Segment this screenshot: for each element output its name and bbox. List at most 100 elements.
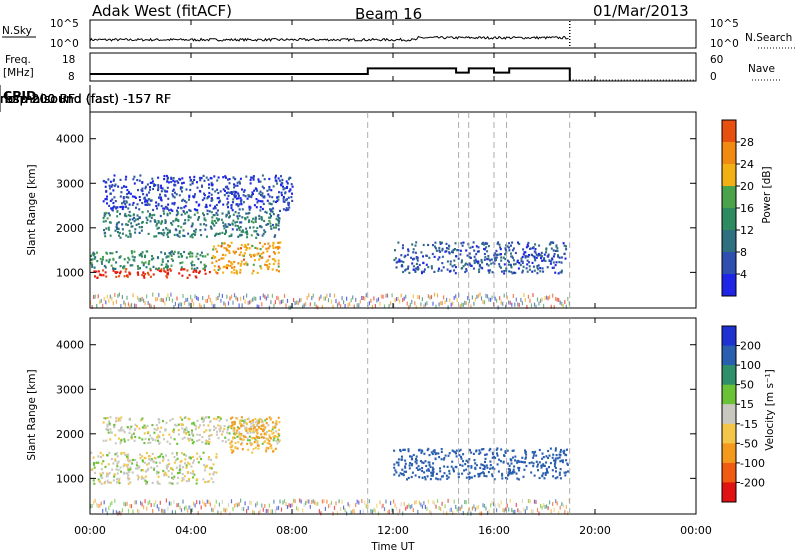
echo-cell bbox=[430, 265, 433, 268]
echo-cell bbox=[485, 464, 488, 467]
near-range-echo bbox=[358, 500, 360, 505]
echo-cell bbox=[167, 459, 170, 462]
near-range-echo bbox=[515, 503, 517, 507]
echo-cell bbox=[144, 437, 147, 441]
echo-cell bbox=[194, 231, 197, 234]
echo-cell bbox=[396, 260, 399, 263]
echo-cell bbox=[554, 457, 557, 460]
echo-cell bbox=[127, 478, 130, 481]
echo-cell bbox=[422, 461, 425, 464]
near-range-echo bbox=[340, 304, 342, 309]
echo-cell bbox=[182, 478, 185, 481]
echo-cell bbox=[526, 270, 529, 273]
echo-cell bbox=[149, 212, 151, 216]
echo-cell bbox=[545, 248, 548, 251]
echo-cell bbox=[397, 458, 400, 461]
echo-cell bbox=[183, 436, 186, 439]
echo-cell bbox=[159, 198, 162, 201]
echo-cell bbox=[210, 181, 213, 184]
echo-cell bbox=[451, 460, 454, 463]
echo-cell bbox=[110, 431, 112, 434]
xtick-label: 04:00 bbox=[175, 524, 207, 537]
echo-cell bbox=[233, 252, 236, 255]
echo-cell bbox=[182, 423, 184, 426]
echo-cell bbox=[284, 187, 286, 190]
echo-cell bbox=[118, 231, 121, 235]
echo-cell bbox=[260, 256, 263, 260]
near-range-echo bbox=[90, 300, 92, 305]
echo-cell bbox=[503, 263, 506, 266]
echo-cell bbox=[256, 442, 259, 445]
echo-cell bbox=[289, 188, 292, 191]
near-range-echo bbox=[468, 507, 470, 512]
echo-cell bbox=[165, 227, 168, 230]
near-range-echo bbox=[355, 503, 357, 507]
echo-cell bbox=[492, 466, 494, 469]
echo-cell bbox=[535, 256, 538, 259]
echo-cell bbox=[252, 217, 255, 220]
cpid-segment-label: normalsound (fast) -157 RF bbox=[0, 91, 171, 106]
echo-cell bbox=[400, 458, 403, 461]
echo-cell bbox=[547, 253, 550, 256]
echo-cell bbox=[136, 179, 139, 182]
echo-cell bbox=[145, 216, 148, 219]
echo-cell bbox=[108, 204, 111, 207]
echo-cell bbox=[181, 479, 184, 482]
colorbar-tick-label: 16 bbox=[740, 202, 754, 215]
echo-cell bbox=[450, 465, 453, 468]
near-range-echo bbox=[203, 304, 205, 309]
echo-cell bbox=[274, 426, 276, 429]
near-range-echo bbox=[179, 302, 181, 307]
echo-cell bbox=[233, 265, 236, 269]
echo-cell bbox=[441, 255, 444, 258]
colorbar-swatch bbox=[722, 142, 736, 165]
echo-cell bbox=[467, 460, 470, 463]
echo-cell bbox=[271, 268, 274, 271]
echo-cell bbox=[113, 424, 116, 427]
near-range-echo bbox=[318, 509, 320, 514]
echo-cell bbox=[165, 421, 168, 424]
near-range-echo bbox=[364, 296, 366, 301]
near-range-echo bbox=[258, 304, 260, 309]
echo-cell bbox=[253, 437, 256, 440]
echo-cell bbox=[276, 199, 279, 202]
echo-cell bbox=[496, 454, 499, 457]
echo-cell bbox=[237, 192, 240, 195]
near-range-echo bbox=[297, 507, 299, 512]
ytick-label: 2000 bbox=[56, 428, 84, 441]
near-range-echo bbox=[356, 499, 358, 504]
echo-cell bbox=[119, 272, 121, 275]
near-range-echo bbox=[556, 297, 558, 302]
echo-cell bbox=[257, 233, 260, 236]
echo-cell bbox=[217, 244, 220, 247]
echo-cell bbox=[232, 429, 235, 432]
echo-cell bbox=[236, 435, 239, 438]
echo-cell bbox=[439, 250, 442, 253]
near-range-echo bbox=[124, 502, 126, 507]
near-range-echo bbox=[286, 505, 289, 509]
echo-cell bbox=[285, 180, 288, 183]
near-range-echo bbox=[262, 293, 264, 298]
echo-cell bbox=[270, 430, 273, 433]
echo-cell bbox=[245, 227, 248, 230]
echo-cell bbox=[407, 476, 410, 480]
near-range-echo bbox=[365, 504, 367, 509]
echo-cell bbox=[258, 192, 261, 195]
echo-cell bbox=[254, 220, 257, 223]
near-range-echo bbox=[317, 501, 319, 506]
echo-cell bbox=[264, 230, 267, 234]
echo-cell bbox=[252, 421, 255, 424]
echo-cell bbox=[418, 468, 421, 471]
echo-cell bbox=[475, 449, 478, 452]
echo-cell bbox=[234, 178, 237, 181]
echo-cell bbox=[171, 223, 174, 226]
echo-cell bbox=[205, 205, 208, 208]
near-range-echo bbox=[299, 298, 301, 303]
echo-cell bbox=[402, 448, 405, 451]
echo-cell bbox=[258, 258, 261, 261]
echo-cell bbox=[181, 427, 184, 430]
near-range-echo bbox=[546, 295, 548, 300]
echo-cell bbox=[111, 252, 114, 255]
echo-cell bbox=[455, 449, 458, 452]
